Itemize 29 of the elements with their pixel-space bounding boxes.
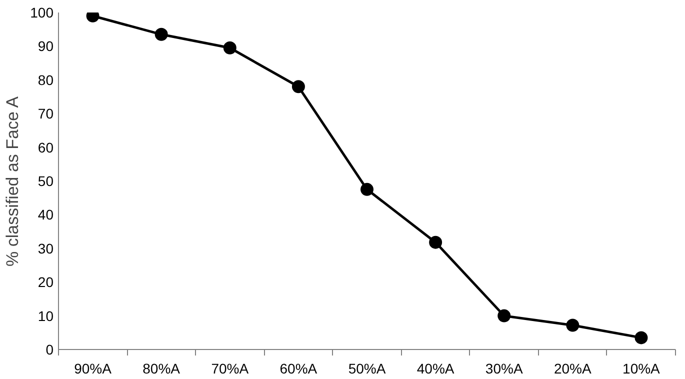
y-tick-label: 50 <box>38 173 54 189</box>
x-tick-label: 10%A <box>622 360 661 376</box>
point <box>223 41 236 54</box>
y-tick-label: 100 <box>30 4 54 20</box>
x-tick-label: 70%A <box>211 360 250 376</box>
y-tick-label: 70 <box>38 106 54 122</box>
x-tick-label: 20%A <box>554 360 592 376</box>
y-tick-label: 10 <box>38 308 54 324</box>
y-tick-label: 30 <box>38 240 54 256</box>
point <box>498 309 511 322</box>
point <box>360 182 374 196</box>
x-tick-label: 40%A <box>416 360 455 376</box>
x-tick-label: 50%A <box>348 360 386 376</box>
y-tick-label: 0 <box>46 342 54 358</box>
y-tick-label: 80 <box>38 72 54 88</box>
y-tick-label: 40 <box>38 206 54 223</box>
x-tick-label: 90%A <box>74 360 112 376</box>
point <box>634 331 648 344</box>
point <box>154 28 168 41</box>
x-tick-label: 30%A <box>485 360 524 376</box>
point <box>292 80 305 94</box>
y-tick-label: 90 <box>38 38 54 54</box>
point <box>429 236 442 249</box>
x-tick-label: 60%A <box>280 360 318 376</box>
y-tick-label: 20 <box>38 274 54 290</box>
y-axis-title: % classified as Face A <box>3 96 22 267</box>
x-tick-label: 80%A <box>142 360 181 376</box>
point <box>566 318 580 332</box>
y-tick-label: 60 <box>38 139 54 156</box>
